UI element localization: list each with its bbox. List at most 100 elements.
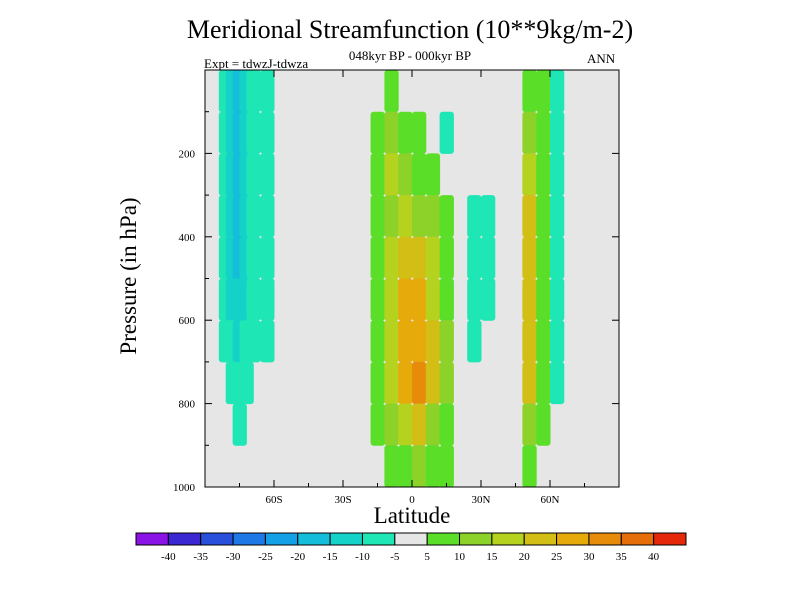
colorbar-swatch (329, 532, 363, 546)
heatmap-cell (425, 195, 441, 238)
heatmap-cell (398, 361, 413, 405)
heatmap-cell (384, 153, 399, 196)
heatmap-cell (439, 111, 454, 154)
heatmap-cell (398, 445, 413, 488)
heatmap-cell (384, 278, 399, 321)
heatmap-cell (398, 236, 413, 279)
heatmap-cell (412, 278, 427, 321)
heatmap-cell (439, 445, 454, 488)
heatmap-cell (412, 153, 427, 196)
colorbar-swatch (459, 532, 493, 546)
colorbar-label: 15 (486, 551, 498, 563)
colorbar-swatch (167, 532, 202, 546)
heatmap-cell (384, 236, 399, 279)
heatmap-cell (384, 70, 399, 113)
heatmap-cell (370, 361, 385, 405)
heatmap-cell (412, 445, 427, 488)
heatmap-cell (467, 236, 482, 279)
heatmap-cell (370, 278, 385, 321)
heatmap-cell (246, 195, 261, 238)
heatmap-cell (370, 403, 385, 446)
heatmap-cell (536, 236, 551, 279)
colorbar-label: 40 (648, 551, 660, 563)
heatmap-cell (384, 361, 399, 405)
colorbar-label: 5 (424, 551, 430, 563)
heatmap-cell (246, 111, 261, 154)
heatmap-cell (260, 320, 275, 363)
heatmap-cell (425, 320, 441, 363)
heatmap-cell (260, 195, 275, 238)
heatmap-cell (522, 403, 537, 446)
colorbar-swatch (232, 532, 266, 546)
heatmap-cell (522, 445, 537, 488)
colorbar-label: -20 (290, 551, 305, 563)
heatmap-cell (439, 236, 454, 279)
y-tick-label: 400 (179, 232, 196, 244)
colorbar-label: 30 (583, 551, 595, 563)
colorbar-swatch (523, 532, 558, 546)
colorbar-swatch (297, 532, 331, 546)
colorbar-swatch (200, 532, 234, 546)
heatmap-cell (260, 153, 275, 196)
y-tick-label: 1000 (173, 482, 196, 494)
heatmap-cell (522, 70, 537, 113)
heatmap-cell (439, 195, 454, 238)
heatmap-cell (412, 236, 427, 279)
heatmap-cell (425, 153, 441, 196)
heatmap-cell (481, 195, 496, 238)
heatmap-cell (370, 195, 385, 238)
colorbar-label: -15 (323, 551, 338, 563)
x-axis-label: Latitude (373, 503, 451, 528)
heatmap-cell (536, 278, 551, 321)
colorbar-label: 10 (454, 551, 466, 563)
heatmap-cell (467, 195, 482, 238)
heatmap-cell (522, 278, 537, 321)
heatmap-cell (246, 153, 261, 196)
heatmap-cell (260, 70, 275, 113)
colorbar-swatch (264, 532, 299, 546)
heatmap-cell (246, 320, 261, 363)
heatmap-cell (384, 403, 399, 446)
heatmap-cell (550, 70, 565, 113)
colorbar-label: 35 (616, 551, 628, 563)
heatmap-cell (425, 278, 441, 321)
heatmap-cell (522, 361, 537, 405)
heatmap-cell (522, 111, 537, 154)
y-tick-label: 200 (179, 148, 196, 160)
heatmap-cell (550, 195, 565, 238)
heatmap-cell (536, 403, 551, 446)
heatmap-cell (412, 403, 427, 446)
colorbar-label: -40 (161, 551, 176, 563)
heatmap-cell (260, 111, 275, 154)
heatmap-cell (536, 320, 551, 363)
heatmap-cell (246, 70, 261, 113)
heatmap-cell (370, 111, 385, 154)
heatmap-cell (398, 195, 413, 238)
x-tick-label: 60N (541, 494, 560, 506)
heatmap-cell (536, 195, 551, 238)
chart-title: Meridional Streamfunction (10**9kg/m-2) (186, 15, 634, 44)
experiment-label: Expt = tdwzJ-tdwza (204, 56, 309, 71)
colorbar-swatch (135, 532, 169, 546)
x-tick-label: 0 (409, 494, 415, 506)
heatmap-cell (398, 403, 413, 446)
colorbar-swatch (620, 532, 655, 546)
season-label: ANN (587, 51, 616, 66)
heatmap-cell (522, 153, 537, 196)
heatmap-cell (481, 236, 496, 279)
colorbar-swatch (588, 532, 622, 546)
heatmap-cell (536, 111, 551, 154)
heatmap-cell (439, 320, 454, 363)
heatmap-cell (467, 320, 482, 363)
heatmap-cell (439, 403, 454, 446)
colorbar-swatch (394, 532, 428, 546)
x-tick-label: 30S (334, 494, 351, 506)
heatmap-cell (384, 111, 399, 154)
heatmap-cell (550, 153, 565, 196)
heatmap-cell (412, 361, 427, 405)
heatmap-cell (425, 361, 441, 405)
heatmap-cell (246, 278, 261, 321)
axis-ticks: 60S 30S 0 30N 60N 200 400 600 800 1000 (173, 70, 619, 506)
heatmap-cell (425, 445, 441, 488)
